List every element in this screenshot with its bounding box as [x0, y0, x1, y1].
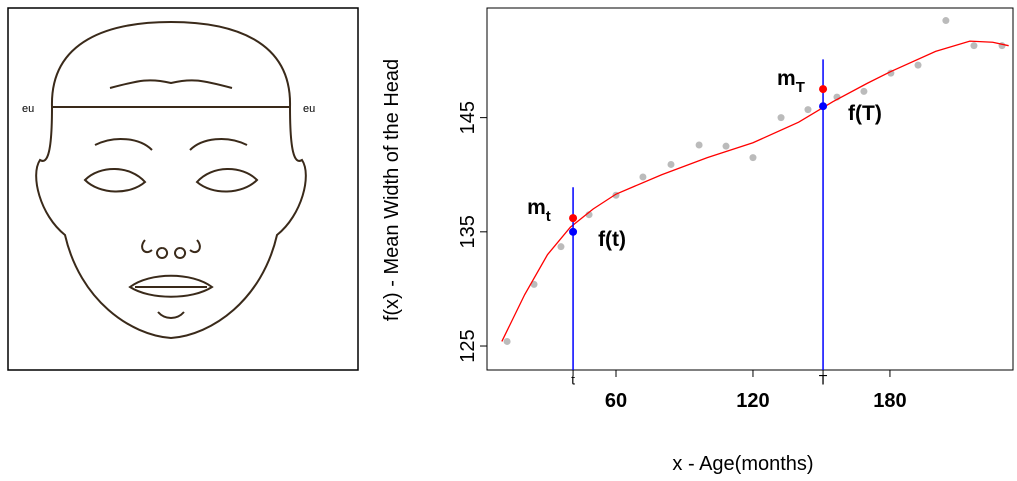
data-point	[503, 337, 511, 345]
annotation-subscript: T	[796, 79, 805, 96]
y-tick-label: 135	[457, 215, 479, 248]
data-point	[942, 17, 950, 25]
data-point	[860, 87, 868, 95]
annotation-label: f(T)	[848, 102, 882, 125]
annotation-text: f(T)	[848, 102, 882, 125]
annotation-point	[819, 85, 828, 94]
eu-label: eu	[303, 103, 315, 115]
data-point	[749, 154, 757, 162]
face-outline	[35, 106, 307, 340]
fitted-curve	[501, 40, 1009, 342]
x-axis-label: x - Age(months)	[672, 453, 813, 475]
annotation-point	[569, 214, 578, 223]
frame	[7, 7, 359, 371]
skull	[50, 20, 292, 108]
annotation-point	[819, 102, 828, 111]
annotation-text: m	[777, 67, 796, 90]
data-point	[970, 42, 978, 50]
nose	[141, 239, 201, 259]
plot-frame	[486, 7, 1014, 371]
data-point	[667, 160, 675, 168]
annotation-point	[569, 227, 578, 236]
chin	[157, 311, 185, 319]
brows	[94, 138, 248, 151]
annotation-label: f(t)	[598, 228, 626, 251]
annotation-text: f(t)	[598, 228, 626, 251]
eu-label: eu	[22, 103, 34, 115]
y-axis-label: f(x) - Mean Width of the Head	[381, 59, 403, 321]
x-tick-label: 120	[736, 390, 769, 412]
data-point	[695, 141, 703, 149]
x-tick-label: t	[571, 372, 575, 388]
face-diagram: eu eu	[7, 7, 359, 371]
x-tick-label: T	[819, 372, 828, 388]
x-tick-label: 60	[605, 390, 627, 412]
annotation-text: m	[527, 196, 546, 219]
data-point	[639, 173, 647, 181]
mouth	[128, 274, 214, 298]
annotation-label: mT	[777, 67, 805, 96]
data-point	[722, 142, 730, 150]
data-point	[777, 114, 785, 122]
data-point	[914, 61, 922, 69]
annotation-label: mt	[527, 196, 551, 225]
data-point	[557, 243, 565, 251]
annotation-subscript: t	[546, 208, 551, 225]
eyes	[83, 168, 259, 193]
data-point	[804, 106, 812, 114]
y-tick-label: 125	[457, 329, 479, 362]
y-tick-label: 145	[457, 101, 479, 134]
forehead-line	[109, 79, 233, 89]
x-tick-label: 180	[873, 390, 906, 412]
